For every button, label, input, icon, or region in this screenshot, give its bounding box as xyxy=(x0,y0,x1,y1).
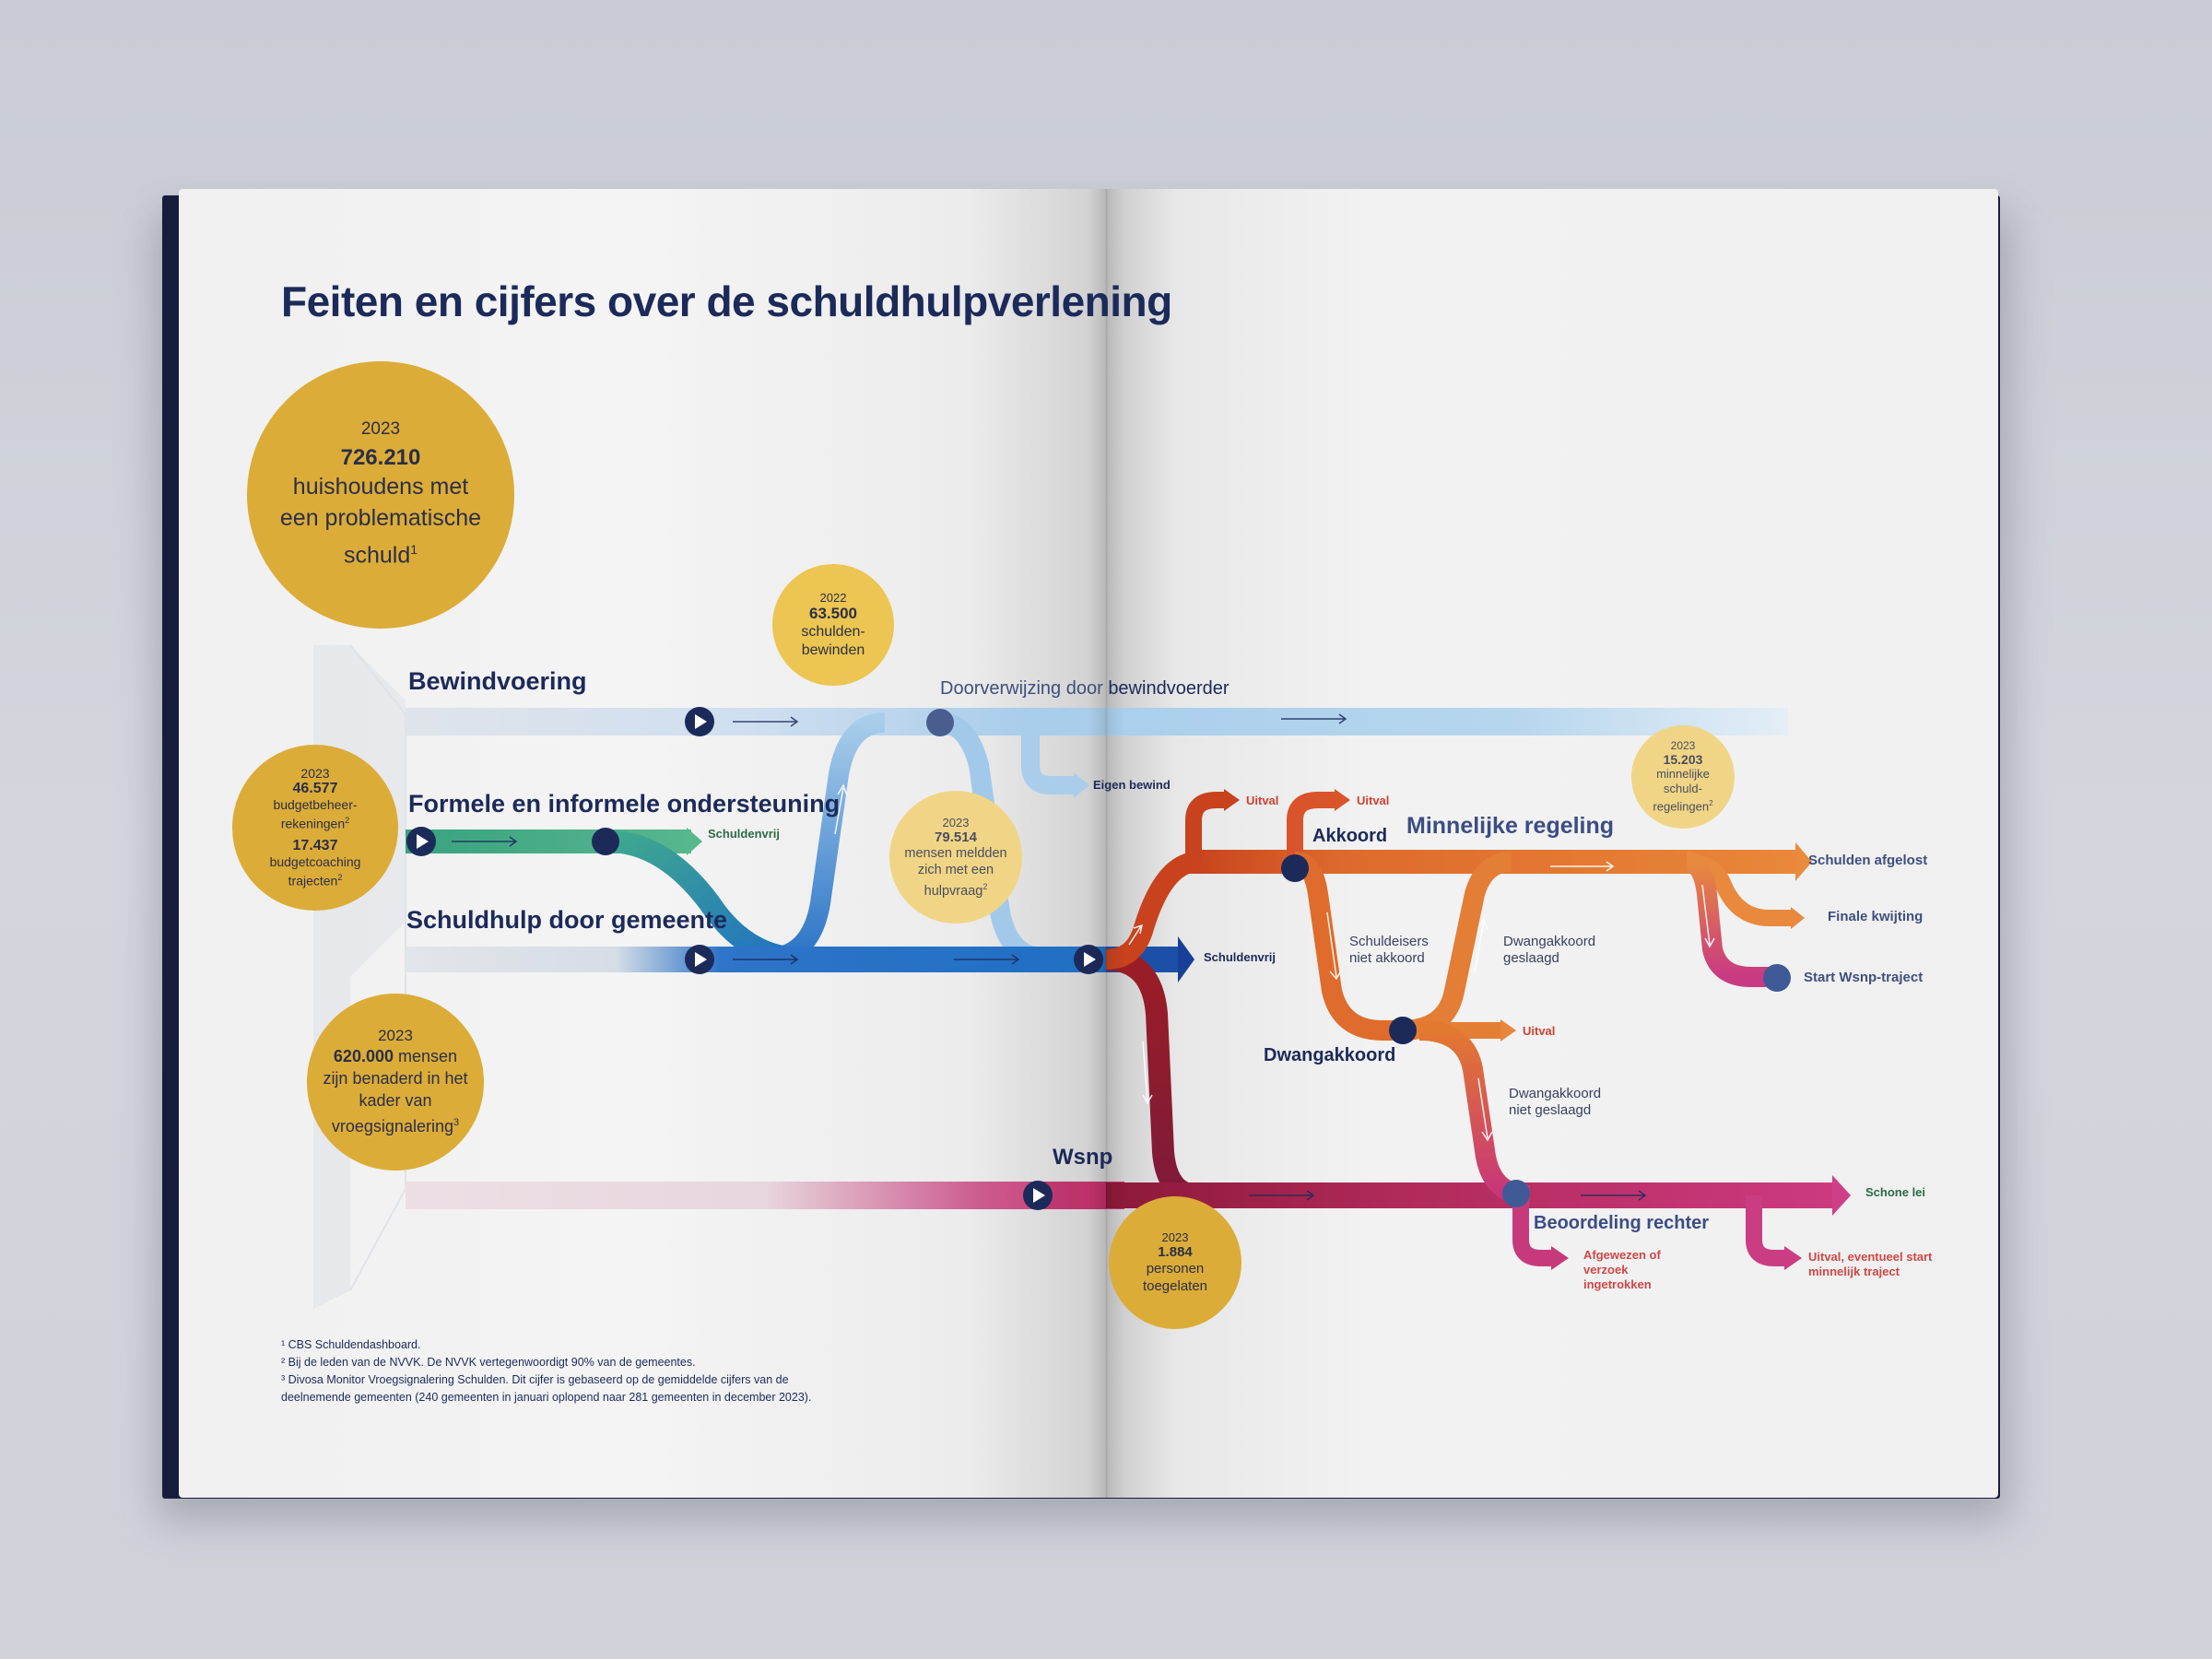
node-akkoord xyxy=(1281,854,1309,882)
label-ondersteuning: Formele en informele ondersteuning xyxy=(408,790,841,818)
stat-wsnp-toegelaten: 2023 1.884 personen toegelaten xyxy=(1109,1196,1241,1329)
stat-minnelijke-regelingen: 2023 15.203 minnelijke schuld-regelingen… xyxy=(1631,725,1735,829)
branch-green-to-gemeente xyxy=(607,830,803,970)
stat-schuldenbewinden: 2022 63.500 schulden-bewinden xyxy=(772,564,894,686)
label-uitval-eventueel: Uitval, eventueel start minnelijk trajec… xyxy=(1808,1250,1933,1278)
label-dwang-geslaagd: Dwangakkoord geslaagd xyxy=(1503,934,1596,966)
label-schuldenvrij-1: Schuldenvrij xyxy=(708,827,781,841)
stat-budget: 2023 46.577 budgetbeheer-rekeningen2 17.… xyxy=(232,745,398,911)
label-schulden-afgelost: Schulden afgelost xyxy=(1808,853,1928,868)
node-dwangakkoord xyxy=(1389,1017,1417,1044)
label-finale-kwijting: Finale kwijting xyxy=(1828,909,1924,924)
label-schone-lei: Schone lei xyxy=(1865,1185,1926,1199)
footnote-3: ³ Divosa Monitor Vroegsignalering Schuld… xyxy=(281,1373,789,1386)
play-icon xyxy=(1074,945,1103,974)
node-start-wsnp xyxy=(1763,964,1791,992)
label-dwangakkoord: Dwangakkoord xyxy=(1264,1045,1396,1065)
stat-vroegsignalering: 2023 620.000 mensen zijn benaderd in het… xyxy=(307,994,484,1171)
lane-wsnp xyxy=(406,1182,1124,1209)
play-icon xyxy=(685,945,714,974)
node-beoordeling xyxy=(1502,1180,1530,1207)
play-icon xyxy=(1023,1181,1053,1210)
label-start-wsnp: Start Wsnp-traject xyxy=(1804,970,1924,985)
label-minnelijke: Minnelijke regeling xyxy=(1406,813,1615,839)
stat-hulpvraag: 2023 79.514 mensen meldden zich met een … xyxy=(889,791,1022,924)
label-schuldenvrij-2: Schuldenvrij xyxy=(1204,950,1277,964)
label-dwang-niet: Dwangakkoord niet geslaagd xyxy=(1509,1086,1602,1118)
label-gemeente: Schuldhulp door gemeente xyxy=(406,906,728,934)
stat-households: 2023 726.210 huishoudens met een problem… xyxy=(247,361,514,629)
node-doorverwijzing xyxy=(926,709,954,736)
branch-to-minnelijke xyxy=(1105,852,1199,970)
label-akkoord: Akkoord xyxy=(1312,826,1388,846)
footnote-3-cont: deelnemende gemeenten (240 gemeenten in … xyxy=(281,1391,812,1404)
footnotes: ¹ CBS Schuldendashboard. ² Bij de leden … xyxy=(281,1336,811,1406)
label-eigen-bewind: Eigen bewind xyxy=(1093,778,1171,792)
lane-bewindvoering xyxy=(406,708,1788,735)
branch-eigen-bewind xyxy=(1021,735,1074,794)
label-afgewezen: Afgewezen of verzoek ingetrokken xyxy=(1583,1248,1661,1291)
direction-arrows xyxy=(452,713,1647,1201)
label-uitval-1: Uitval xyxy=(1246,794,1279,807)
footnote-1: ¹ CBS Schuldendashboard. xyxy=(281,1338,421,1351)
footnote-2: ² Bij de leden van de NVVK. De NVVK vert… xyxy=(281,1356,696,1369)
label-uitval-3: Uitval xyxy=(1523,1024,1556,1038)
label-wsnp: Wsnp xyxy=(1053,1145,1113,1170)
label-bewindvoering: Bewindvoering xyxy=(408,667,587,695)
play-icon xyxy=(406,827,436,856)
right-page xyxy=(1106,189,1998,1498)
page-title: Feiten en cijfers over de schuldhulpverl… xyxy=(281,277,1172,325)
label-uitval-2: Uitval xyxy=(1357,794,1390,807)
book-gutter xyxy=(1088,189,1124,1498)
play-icon xyxy=(685,707,714,736)
label-beoordeling: Beoordeling rechter xyxy=(1534,1213,1710,1233)
node-ondersteuning xyxy=(592,828,619,855)
label-doorverwijzing: Doorverwijzing door bewindvoerder xyxy=(940,678,1230,699)
branch-up-to-bewind xyxy=(764,712,886,969)
label-schuldeisers: Schuldeisers niet akkoord xyxy=(1349,934,1429,966)
